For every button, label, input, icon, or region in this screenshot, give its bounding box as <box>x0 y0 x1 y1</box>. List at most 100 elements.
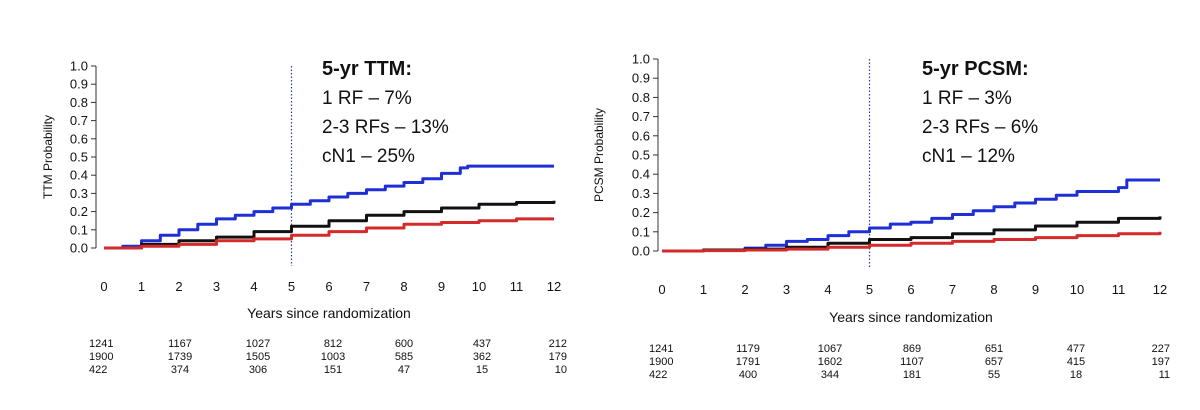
panel1-x-axis-title: Years since randomization <box>247 305 411 321</box>
panel1-y-tick-label: 0.9 <box>70 77 88 92</box>
panel2-risk-table-cell: 227 <box>1152 343 1170 355</box>
panel2-risk-table-cell: 18 <box>1070 369 1082 381</box>
panel1-y-tick-label: 1.0 <box>70 59 88 74</box>
panel2-annotation-line: 2-3 RFs – 6% <box>922 117 1038 138</box>
panel1-risk-table-cell: 1505 <box>246 351 270 363</box>
panel1-risk-table-cell: 812 <box>324 338 342 350</box>
panel1-x-tick-label: 3 <box>213 279 220 294</box>
panel2-y-tick-label: 0.3 <box>632 186 650 201</box>
panel1-risk-table-cell: 179 <box>549 351 567 363</box>
panel1-y-tick-label: 0.2 <box>70 204 88 219</box>
panel1-annotation-line: cN1 – 25% <box>322 146 415 167</box>
panel1-y-tick-label: 0.8 <box>70 95 88 110</box>
panel2-y-tick-label: 0.1 <box>632 224 650 239</box>
panel1-y-tick-label: 0.3 <box>70 186 88 201</box>
panel2-risk-table-cell: 1900 <box>649 356 673 368</box>
panel1-risk-table-cell: 585 <box>395 351 413 363</box>
panel1-y-tick-label: 0.7 <box>70 113 88 128</box>
panel1-risk-table-cell: 600 <box>395 338 413 350</box>
panel2-risk-table-cell: 344 <box>821 369 839 381</box>
panel2-risk-table-cell: 197 <box>1152 356 1170 368</box>
panel1-risk-table-cell: 422 <box>89 364 107 376</box>
panel2-y-tick-label: 0.9 <box>632 71 650 86</box>
panel1-x-tick-label: 9 <box>438 279 445 294</box>
panel1-x-tick-label: 10 <box>472 279 486 294</box>
panel1-series-3-line <box>104 217 554 250</box>
panel1-risk-table-cell: 1027 <box>246 338 270 350</box>
panel2-x-tick-label: 8 <box>990 282 997 297</box>
panel1-risk-table-cell: 374 <box>171 364 189 376</box>
panel1-risk-table-cell: 362 <box>473 351 491 363</box>
panel2-y-tick-label: 1.0 <box>632 52 650 67</box>
panel1-risk-table-cell: 47 <box>398 364 410 376</box>
panel2-y-tick-label: 0.6 <box>632 128 650 143</box>
panel2-x-tick-label: 1 <box>700 282 707 297</box>
panel2-x-tick-label: 6 <box>907 282 914 297</box>
panel2-y-tick-label: 0.7 <box>632 109 650 124</box>
panel2-risk-table-cell: 1241 <box>649 343 673 355</box>
panel2-risk-table-cell: 181 <box>903 369 921 381</box>
panel1-risk-table-cell: 15 <box>476 364 488 376</box>
panel2-annotation-line: cN1 – 12% <box>922 146 1015 167</box>
panel2-x-tick-label: 2 <box>741 282 748 297</box>
panel2-x-tick-label: 5 <box>866 282 873 297</box>
panel2-x-tick-label: 4 <box>824 282 831 297</box>
panel1-x-tick-label: 1 <box>138 279 145 294</box>
panel2-risk-table-cell: 55 <box>988 369 1000 381</box>
panel2-series-3-line <box>662 231 1162 253</box>
panel2-y-tick-label: 0.8 <box>632 90 650 105</box>
panel1-risk-table-cell: 306 <box>249 364 267 376</box>
panel1-y-tick-label: 0.5 <box>70 150 88 165</box>
panel2-risk-table-cell: 415 <box>1067 356 1085 368</box>
panel2-x-axis-title: Years since randomization <box>829 309 993 325</box>
panel1-x-tick-label: 6 <box>325 279 332 294</box>
panel1-y-tick-label: 0.6 <box>70 131 88 146</box>
panel1-annotation-line: 1 RF – 7% <box>322 88 412 109</box>
panel2-y-tick-label: 0.0 <box>632 244 650 259</box>
panel1-x-tick-label: 0 <box>100 279 107 294</box>
panel1-risk-table-cell: 437 <box>473 338 491 350</box>
panel1-risk-table-cell: 1003 <box>321 351 345 363</box>
panel1-risk-table-cell: 1900 <box>89 351 113 363</box>
panel2-risk-table-cell: 1791 <box>736 356 760 368</box>
panel1-y-tick-label: 0.0 <box>70 241 88 256</box>
panel2-risk-table-cell: 477 <box>1067 343 1085 355</box>
panel2-risk-table-cell: 1179 <box>736 343 760 355</box>
panel2-x-tick-label: 0 <box>658 282 665 297</box>
panel2-x-tick-label: 10 <box>1070 282 1084 297</box>
panel2-y-axis-title: PCSM Probability <box>592 108 606 202</box>
panel2-series-1-line <box>662 178 1160 253</box>
panel2-x-tick-label: 11 <box>1112 282 1126 297</box>
panel1-risk-table-cell: 1241 <box>89 338 113 350</box>
panel1-risk-table-cell: 151 <box>324 364 342 376</box>
panel2-y-tick-label: 0.2 <box>632 205 650 220</box>
panel2-y-tick-label: 0.4 <box>632 167 650 182</box>
panel1-x-tick-label: 11 <box>510 279 524 294</box>
panel2-x-tick-label: 9 <box>1032 282 1039 297</box>
panel1-annotation-line: 2-3 RFs – 13% <box>322 117 449 138</box>
panel2-risk-table-cell: 1107 <box>900 356 924 368</box>
panel1-annotation-title: 5-yr TTM: <box>322 58 412 80</box>
panel1-risk-table-cell: 212 <box>549 338 567 350</box>
panel2-y-tick-label: 0.5 <box>632 148 650 163</box>
panel1-x-tick-label: 5 <box>288 279 295 294</box>
panel2-x-tick-label: 3 <box>783 282 790 297</box>
panel1-series-2-line <box>104 200 556 250</box>
panel2-annotation-line: 1 RF – 3% <box>922 88 1012 109</box>
panel2-risk-table-cell: 1067 <box>818 343 842 355</box>
panel1-y-tick-label: 0.4 <box>70 168 88 183</box>
panel1-risk-table-cell: 10 <box>555 364 567 376</box>
panel2-annotation-title: 5-yr PCSM: <box>922 58 1029 80</box>
panel1-x-tick-label: 7 <box>363 279 370 294</box>
panel2-risk-table-cell: 1602 <box>818 356 842 368</box>
panel1-y-tick-label: 0.1 <box>70 222 88 237</box>
panel1-x-tick-label: 4 <box>250 279 257 294</box>
panel1-y-axis-title: TTM Probability <box>41 115 55 199</box>
panel1-series-1-line <box>104 164 554 250</box>
panel1-risk-table-cell: 1739 <box>168 351 192 363</box>
panel2-risk-table-cell: 869 <box>903 343 921 355</box>
panel2-risk-table-cell: 11 <box>1159 369 1170 381</box>
panel2-risk-table-cell: 400 <box>739 369 757 381</box>
panel1-x-tick-label: 2 <box>175 279 182 294</box>
